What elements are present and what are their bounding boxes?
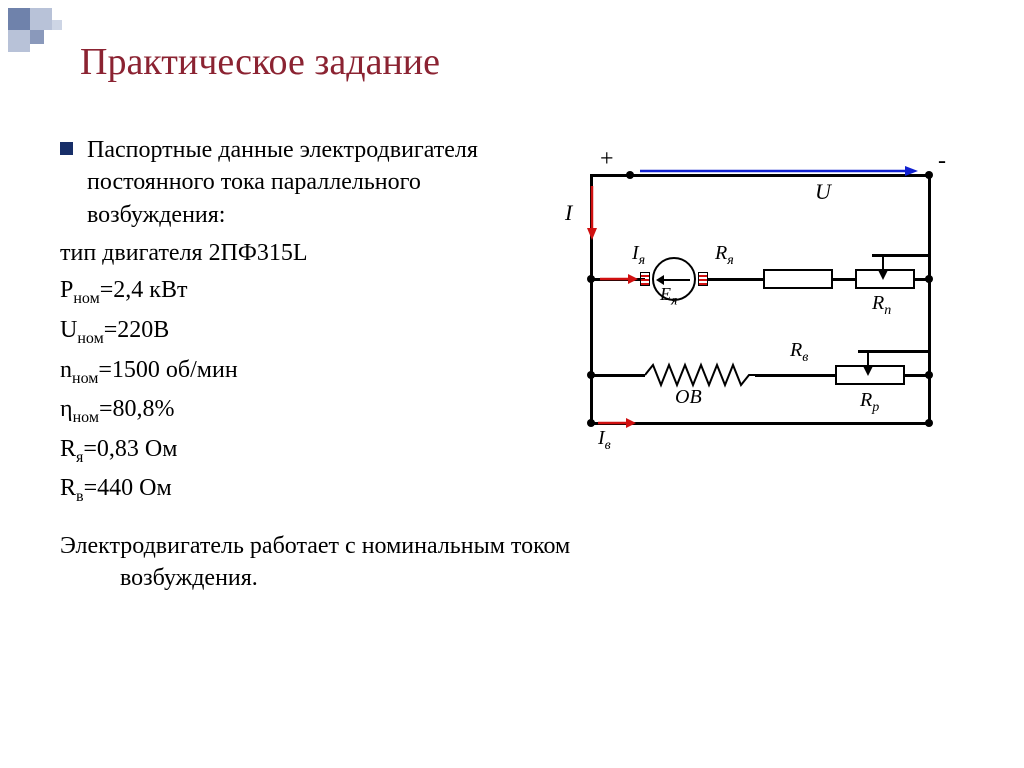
- label-OB: ОВ: [675, 386, 702, 409]
- param-U: Uном=220В: [60, 312, 540, 352]
- param-Rv: Rв=440 Ом: [60, 470, 540, 510]
- current-Iya-arrow: [600, 270, 640, 288]
- circuit-diagram: + - U I: [540, 164, 964, 510]
- label-Iya: Iя: [632, 242, 645, 269]
- param-motor-type: тип двигателя 2ПФ315L: [60, 235, 540, 272]
- param-Ra: Rя=0,83 Ом: [60, 431, 540, 471]
- label-Rya: Rя: [715, 242, 734, 269]
- field-winding: [645, 362, 755, 388]
- current-I-arrow: [582, 186, 602, 241]
- label-Eya: Eя: [660, 284, 678, 310]
- label-plus: +: [600, 146, 614, 173]
- label-Rn: Rn: [872, 292, 891, 319]
- param-eta: ηном=80,8%: [60, 391, 540, 431]
- param-n: nном=1500 об/мин: [60, 352, 540, 392]
- voltage-arrow: [640, 161, 920, 181]
- label-Rv: Rв: [790, 339, 808, 366]
- param-P: Pном=2,4 кВт: [60, 272, 540, 312]
- resistor-Rya: [763, 269, 833, 289]
- label-minus: -: [938, 148, 946, 175]
- text-column: Паспортные данные электродвигателя посто…: [60, 134, 540, 510]
- label-U: U: [815, 179, 831, 205]
- label-I: I: [565, 200, 572, 226]
- intro-text: Паспортные данные электродвигателя посто…: [87, 134, 540, 231]
- bullet-icon: [60, 142, 73, 155]
- corner-decoration: [0, 0, 120, 60]
- slide-title: Практическое задание: [80, 40, 964, 84]
- label-Iv: Iв: [598, 427, 611, 454]
- bottom-text: Электродвигатель работает с номинальным …: [60, 530, 964, 595]
- label-Rp: Rр: [860, 389, 879, 416]
